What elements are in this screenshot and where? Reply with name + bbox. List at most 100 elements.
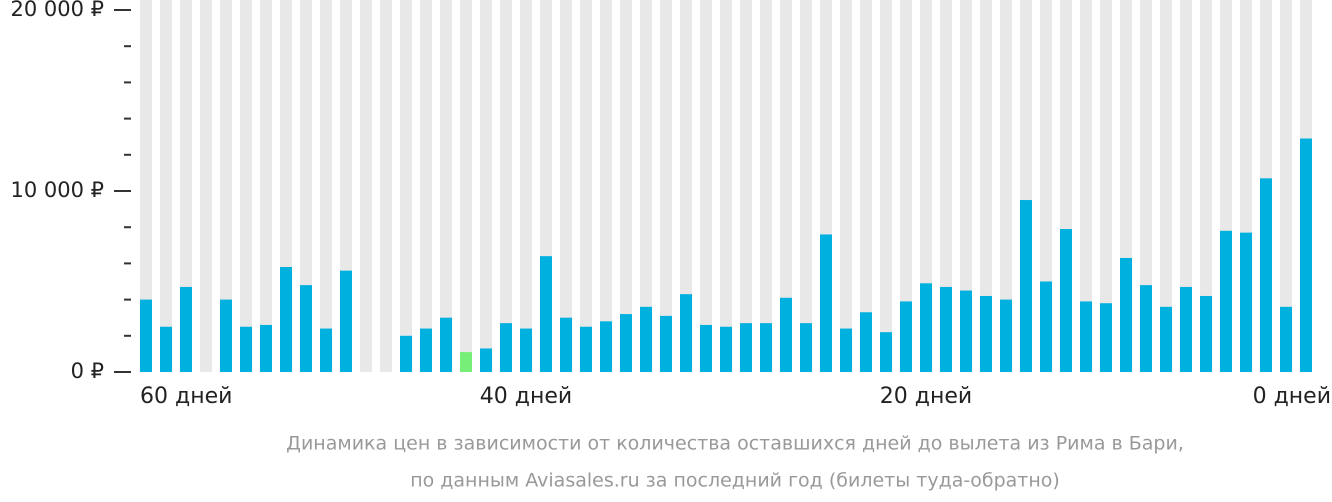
bar — [580, 326, 592, 372]
column-bg — [860, 0, 872, 372]
bar — [600, 321, 612, 372]
column-bg — [660, 0, 672, 372]
column-bg — [760, 0, 772, 372]
y-tick-label: 10 000 ₽ — [10, 178, 104, 202]
bar — [1260, 178, 1272, 372]
column-bg — [960, 0, 972, 372]
bar — [180, 286, 192, 372]
bar — [680, 294, 692, 372]
bar — [1220, 230, 1232, 372]
column-bg — [680, 0, 692, 372]
bar — [1000, 299, 1012, 372]
column-bg — [1080, 0, 1092, 372]
bar — [780, 297, 792, 372]
column-bg — [560, 0, 572, 372]
column-bg — [840, 0, 852, 372]
column-bg — [900, 0, 912, 372]
column-bg — [1160, 0, 1172, 372]
x-tick-label: 0 дней — [1253, 384, 1331, 409]
bar — [1160, 306, 1172, 372]
bar — [800, 323, 812, 372]
column-bg — [360, 0, 372, 372]
column-bg — [300, 0, 312, 372]
bar — [860, 312, 872, 372]
column-bg — [180, 0, 192, 372]
bar — [300, 285, 312, 372]
bar — [1200, 295, 1212, 372]
bar — [820, 234, 832, 372]
bar — [340, 270, 352, 372]
bar — [400, 335, 412, 372]
column-bg — [800, 0, 812, 372]
bar — [1120, 257, 1132, 372]
column-bg — [640, 0, 652, 372]
column-bg — [1280, 0, 1292, 372]
bar — [1300, 138, 1312, 372]
bar — [1060, 229, 1072, 372]
column-bg — [200, 0, 212, 372]
column-bg — [140, 0, 152, 372]
bar — [940, 286, 952, 372]
bar — [960, 290, 972, 372]
bar — [740, 323, 752, 372]
column-bg — [220, 0, 232, 372]
column-bg — [980, 0, 992, 372]
column-bg — [1180, 0, 1192, 372]
column-bg — [260, 0, 272, 372]
bar — [1180, 286, 1192, 372]
y-tick-label: 20 000 ₽ — [10, 0, 104, 21]
bar — [140, 299, 152, 372]
bar — [660, 315, 672, 372]
bar — [1280, 306, 1292, 372]
column-bg — [1140, 0, 1152, 372]
column-bg — [1040, 0, 1052, 372]
column-bg — [500, 0, 512, 372]
bar — [440, 317, 452, 372]
column-bg — [1100, 0, 1112, 372]
bar — [840, 328, 852, 372]
bar — [1100, 303, 1112, 372]
column-bg — [160, 0, 172, 372]
bar — [500, 323, 512, 372]
bar — [700, 324, 712, 372]
bar — [720, 326, 732, 372]
bar — [620, 314, 632, 372]
column-bg — [320, 0, 332, 372]
column-bg — [420, 0, 432, 372]
bar — [420, 328, 432, 372]
column-bg — [1000, 0, 1012, 372]
bar — [880, 332, 892, 372]
column-bg — [720, 0, 732, 372]
column-bg — [780, 0, 792, 372]
x-tick-label: 20 дней — [880, 384, 972, 409]
column-bg — [440, 0, 452, 372]
bar — [1080, 301, 1092, 372]
column-bg — [460, 0, 472, 372]
column-bg — [940, 0, 952, 372]
y-tick-label: 0 ₽ — [71, 359, 104, 383]
caption: Динамика цен в зависимости от количества… — [286, 433, 1184, 455]
column-bg — [880, 0, 892, 372]
bar — [540, 256, 552, 372]
bar — [240, 326, 252, 372]
column-bg — [740, 0, 752, 372]
bar — [280, 267, 292, 372]
bar — [480, 348, 492, 372]
column-bg — [600, 0, 612, 372]
bar — [160, 326, 172, 372]
column-bg — [380, 0, 392, 372]
bar — [520, 328, 532, 372]
column-bg — [920, 0, 932, 372]
x-tick-label: 60 дней — [140, 384, 232, 409]
bar — [1020, 200, 1032, 372]
bar — [560, 317, 572, 372]
column-bg — [580, 0, 592, 372]
bar — [900, 301, 912, 372]
bar — [1240, 232, 1252, 372]
bar — [640, 306, 652, 372]
bar — [260, 324, 272, 372]
column-bg — [700, 0, 712, 372]
column-bg — [480, 0, 492, 372]
bar — [760, 323, 772, 372]
